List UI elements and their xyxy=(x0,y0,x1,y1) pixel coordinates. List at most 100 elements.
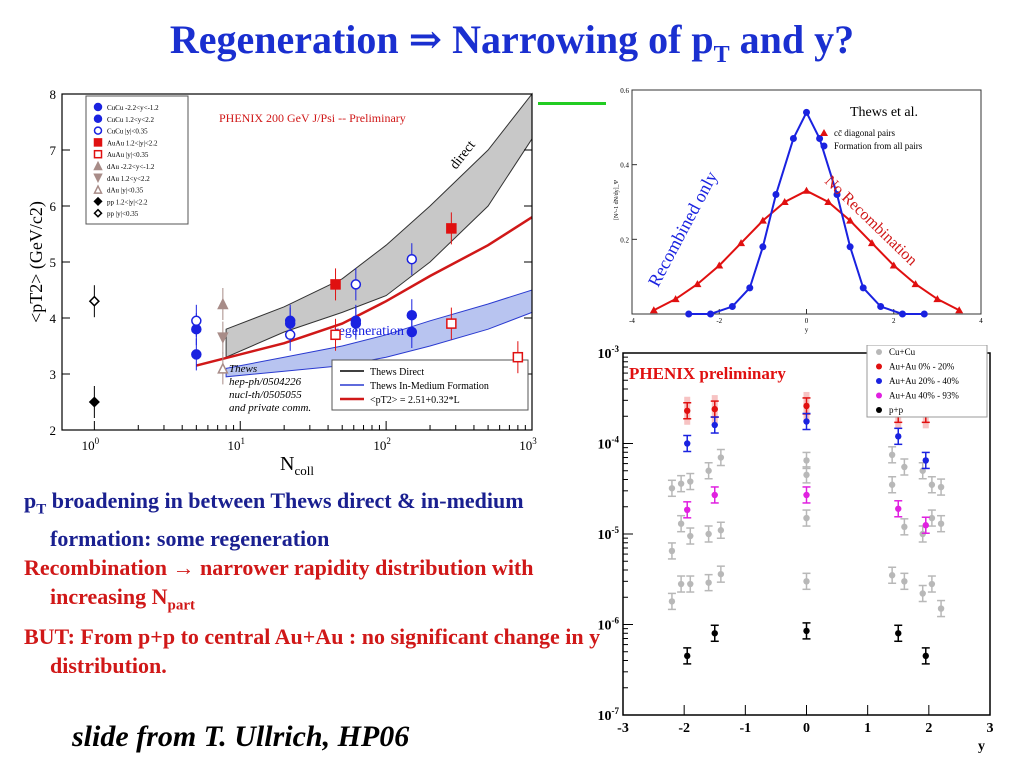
data-point xyxy=(217,362,229,374)
y-tick-label: 6 xyxy=(50,199,57,214)
data-point xyxy=(922,652,929,660)
data-point xyxy=(758,216,767,224)
y-tick-label: 0.6 xyxy=(620,87,629,95)
data-point xyxy=(901,523,908,531)
reference-note: Thews xyxy=(229,363,257,375)
x-tick-label: 100 xyxy=(82,436,100,453)
data-point xyxy=(88,295,100,307)
data-point xyxy=(933,295,942,303)
data-point xyxy=(217,332,229,344)
data-point xyxy=(919,590,926,597)
x-axis-label: Ncoll xyxy=(280,453,314,478)
data-point xyxy=(668,547,676,555)
data-point xyxy=(191,315,202,327)
x-tick-label: 102 xyxy=(373,436,391,453)
y-tick-label: 7 xyxy=(50,143,57,158)
legend-label: CuCu 1.2<y<2.2 xyxy=(107,116,154,124)
legend-label: Au+Au 40% - 93% xyxy=(889,391,959,401)
y-tick-label: 10-5 xyxy=(598,525,620,543)
band-label-regeneration: regeneration xyxy=(334,324,404,339)
x-tick-label: -2 xyxy=(678,721,690,736)
data-point xyxy=(833,191,841,199)
x-tick-label: 3 xyxy=(987,721,994,736)
data-point xyxy=(888,451,896,459)
data-point xyxy=(803,457,810,464)
data-point xyxy=(707,310,715,318)
y-tick-label: 0.4 xyxy=(620,162,629,170)
data-point xyxy=(406,253,418,265)
data-point xyxy=(717,527,725,534)
data-point xyxy=(889,261,898,269)
data-point xyxy=(705,467,712,474)
legend-box xyxy=(866,345,988,418)
data-point xyxy=(877,303,885,311)
data-point xyxy=(922,522,929,529)
legend-marker xyxy=(93,126,103,135)
legend-marker xyxy=(93,196,103,206)
data-point xyxy=(711,405,718,413)
data-point xyxy=(789,135,797,143)
data-point xyxy=(803,491,810,499)
model-legend-label: Thews Direct xyxy=(370,367,424,378)
y-tick-label: 10-3 xyxy=(598,345,620,362)
data-point xyxy=(705,579,712,586)
legend-marker xyxy=(93,138,103,147)
data-point xyxy=(217,297,229,310)
data-point xyxy=(937,605,945,612)
data-point xyxy=(191,349,202,360)
data-point xyxy=(668,485,676,492)
data-point xyxy=(350,318,362,329)
x-tick-label: 0 xyxy=(803,721,810,736)
data-point xyxy=(677,480,685,487)
x-tick-label: -2 xyxy=(716,317,722,325)
fit-line xyxy=(196,216,533,367)
legend-marker xyxy=(876,378,882,384)
x-axis-label: y xyxy=(805,326,809,334)
data-point xyxy=(446,223,457,234)
slide-credit: slide from T. Ullrich, HP06 xyxy=(72,720,410,753)
data-point xyxy=(687,580,694,588)
data-point xyxy=(772,191,780,199)
data-point xyxy=(895,433,902,440)
legend-label: Au+Au 0% - 20% xyxy=(889,362,955,372)
data-point xyxy=(888,572,896,579)
legend-label: pp |y|<0.35 xyxy=(107,210,139,218)
thews-rapidity-chart: 0.2 0.4 0.6 -4 -2 0 2 4 y [N^-1 dN/dy]_Ψ Thews et … xyxy=(606,80,1001,338)
data-point xyxy=(684,652,691,660)
data-point xyxy=(911,280,920,288)
legend-marker xyxy=(820,142,828,150)
pt2-vs-ncoll-chart: 2 3 4 5 6 7 8 100 101 102 103 Ncoll <pT2> (GeV/c2) PH… xyxy=(26,87,537,478)
legend-label: Formation from all pairs xyxy=(834,141,923,151)
data-point xyxy=(803,514,810,522)
legend-marker xyxy=(93,149,103,159)
x-tick-label: -3 xyxy=(617,721,629,736)
chart-background xyxy=(606,80,1001,338)
x-tick-label: 0 xyxy=(805,317,809,325)
data-point xyxy=(705,530,712,538)
data-point xyxy=(649,306,658,314)
data-point xyxy=(711,491,718,499)
data-point xyxy=(859,284,867,292)
bullet-recombination: Recombination → narrower rapidity distri… xyxy=(24,555,534,614)
legend-marker xyxy=(93,173,103,183)
slide-title: Regeneration ⇒ Narrowing of pT and y? xyxy=(169,17,855,68)
data-point xyxy=(737,239,746,247)
x-tick-label: 2 xyxy=(892,317,896,325)
data-point xyxy=(693,280,702,288)
legend-box xyxy=(85,95,189,225)
data-point xyxy=(284,329,296,341)
bullet-pt-broadening: pT broadening in between Thews direct & … xyxy=(24,488,524,552)
data-point xyxy=(677,580,685,588)
x-tick-label: 2 xyxy=(925,721,932,736)
data-point xyxy=(687,478,694,485)
legend-label: AuAu |y|<0.35 xyxy=(107,151,149,159)
x-tick-label: 1 xyxy=(864,721,871,736)
data-point xyxy=(512,351,524,363)
legend-marker xyxy=(876,363,882,370)
x-tick-label: 101 xyxy=(227,436,245,453)
data-point xyxy=(330,279,341,290)
data-point xyxy=(867,239,876,247)
phenix-rapidity-chart: 10-7 10-6 10-5 10-4 10-3 -3 -2 -1 0 1 2 3y PHENIX pr… xyxy=(585,345,1000,755)
chart-title: PHENIX 200 GeV J/Psi -- Preliminary xyxy=(219,111,406,125)
data-point xyxy=(684,407,691,414)
